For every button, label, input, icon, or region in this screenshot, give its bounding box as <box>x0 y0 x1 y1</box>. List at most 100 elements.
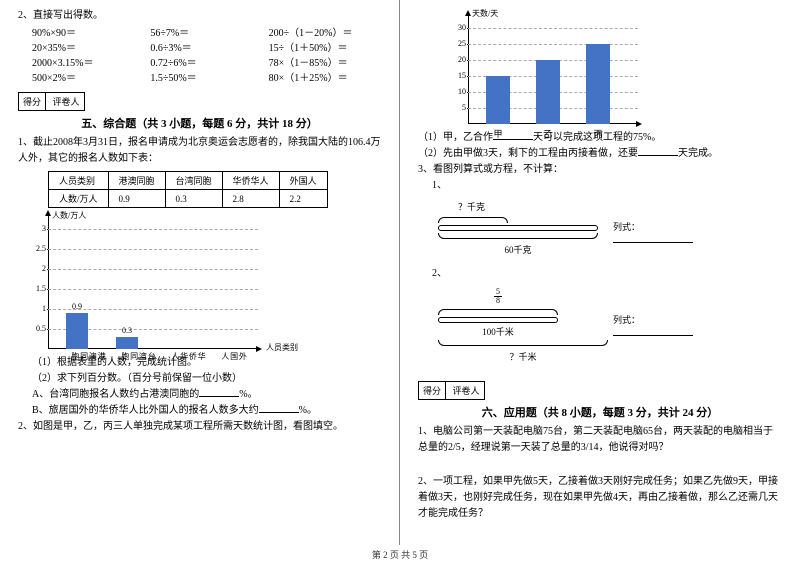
y-tick: 0.5 <box>28 324 46 333</box>
y-tick: 2 <box>28 264 46 273</box>
y-tick: 10 <box>448 87 466 96</box>
blank-field[interactable] <box>259 403 299 413</box>
table-header: 人员类别 <box>49 172 109 190</box>
bar <box>586 44 610 124</box>
days-bar-chart: 天数/天 51015202530甲乙丙 <box>468 14 638 124</box>
y-axis-label: 人数/万人 <box>52 210 86 221</box>
sub-qB: B、旅居国外的华侨华人比外国人的报名人数多大约 %。 <box>32 403 381 419</box>
arrow-right-icon <box>636 121 642 127</box>
right-column: 天数/天 51015202530甲乙丙 （1）甲，乙合作天可以完成这项工程的75… <box>400 0 800 545</box>
diag2-top-frac: 58 <box>438 288 558 305</box>
eq-cell: 0.72÷6%＝ <box>150 54 262 69</box>
sub-qB-end: %。 <box>299 405 317 416</box>
r-sub1-text: （1）甲，乙合作 <box>418 132 493 143</box>
eq-cell: 20×35%＝ <box>32 39 144 54</box>
eq-cell: 1.5÷50%＝ <box>150 69 262 84</box>
diag2-bottom-label: ？千米 <box>438 350 608 363</box>
x-category: 港澳同胞 <box>70 352 105 360</box>
diag1-top-label: ？千克 <box>438 200 638 213</box>
formula-label: 列式： <box>613 220 693 245</box>
brace-icon <box>438 233 598 241</box>
y-tick: 5 <box>448 103 466 112</box>
diagram-2: 58 列式： 100千米 ？千米 <box>438 288 638 363</box>
gridline <box>48 289 258 290</box>
table-header: 外国人 <box>279 172 327 190</box>
grader-label: 评卷人 <box>449 382 484 399</box>
brace-icon <box>438 340 608 348</box>
x-category: 甲 <box>486 127 510 140</box>
arrow-right-icon <box>256 346 262 352</box>
page-footer: 第 2 页 共 5 页 <box>0 548 800 561</box>
q1-text: 1、截止2008年3月31日，报名申请成为北京奥运会志愿者的，除我国大陆的106… <box>18 135 381 167</box>
sub-qA-text: A、台湾同胞报名人数约占港澳同胞的 <box>32 389 199 400</box>
q3-title: 3、看图列算式或方程，不计算： <box>418 162 782 178</box>
eq-cell: 56÷7%＝ <box>150 24 262 39</box>
arrow-up-icon <box>45 210 51 216</box>
table-header: 港澳同胞 <box>108 172 165 190</box>
table-cell: 2.2 <box>279 190 327 208</box>
diag1-num: 1、 <box>432 178 782 194</box>
score-box: 得分 评卷人 <box>18 92 85 111</box>
sub-qA: A、台湾同胞报名人数约占港澳同胞的 %。 <box>32 387 381 403</box>
brace-icon <box>438 215 508 223</box>
y-tick: 20 <box>448 55 466 64</box>
eq-cell: 2000×3.15%＝ <box>32 54 144 69</box>
diagram-1: ？千克 列式： 60千克 <box>438 200 638 256</box>
y-tick: 30 <box>448 23 466 32</box>
eq-cell: 200÷（1－20%）＝ <box>269 24 381 39</box>
gridline <box>468 44 638 45</box>
app-q1: 1、电脑公司第一天装配电脑75台，第二天装配电脑65台，两天装配的电脑相当于总量… <box>418 424 782 456</box>
segment-bar <box>438 317 558 323</box>
y-tick: 15 <box>448 71 466 80</box>
app-q2: 2、一项工程，如果甲先做5天，乙接着做3天刚好完成任务；如果乙先做9天，甲接着做… <box>418 474 782 522</box>
gridline <box>48 269 258 270</box>
eq-cell: 90%×90＝ <box>32 24 144 39</box>
blank-field[interactable] <box>638 146 678 156</box>
segment-bar <box>438 225 598 231</box>
diag1-bottom-label: 60千克 <box>438 243 598 256</box>
score-box: 得分 评卷人 <box>418 381 485 400</box>
q2-chart-text: 2、如图是甲，乙，丙三人单独完成某项工程所需天数统计图，看图填空。 <box>18 419 381 435</box>
bar <box>66 313 88 349</box>
sub-q2: （2）求下列百分数。（百分号前保留一位小数） <box>32 371 381 387</box>
y-tick: 1 <box>28 304 46 313</box>
sub-qA-end: %。 <box>239 389 257 400</box>
formula-label: 列式： <box>613 313 693 338</box>
y-tick: 25 <box>448 39 466 48</box>
table-header: 台湾同胞 <box>165 172 222 190</box>
table-cell: 0.9 <box>108 190 165 208</box>
sub-qB-text: B、旅居国外的华侨华人比外国人的报名人数多大约 <box>32 405 259 416</box>
eq-cell: 78×（1－85%）＝ <box>269 54 381 69</box>
r-sub2: （2）先由甲做3天，剩下的工程由丙接着做，还要天完成。 <box>418 146 782 162</box>
table-cell: 2.8 <box>222 190 279 208</box>
eq-cell: 80×（1＋25%）＝ <box>269 69 381 84</box>
gridline <box>48 229 258 230</box>
brace-icon <box>438 307 558 315</box>
x-category: 华侨华人 <box>170 352 205 360</box>
left-column: 2、直接写出得数。 90%×90＝ 56÷7%＝ 200÷（1－20%）＝ 20… <box>0 0 400 545</box>
table-header: 华侨华人 <box>222 172 279 190</box>
bar <box>536 60 560 124</box>
fraction: 58 <box>494 288 502 305</box>
volunteer-table: 人员类别 港澳同胞 台湾同胞 华侨华人 外国人 人数/万人 0.9 0.3 2.… <box>48 171 328 208</box>
blank-field[interactable] <box>613 326 693 336</box>
x-category: 乙 <box>536 127 560 140</box>
blank-field[interactable] <box>199 387 239 397</box>
eq-cell: 15÷（1＋50%）＝ <box>269 39 381 54</box>
q2-title: 2、直接写出得数。 <box>18 8 381 24</box>
score-label: 得分 <box>19 93 46 110</box>
score-label: 得分 <box>419 382 446 399</box>
eq-cell: 0.6÷3%＝ <box>150 39 262 54</box>
blank-field[interactable] <box>613 233 693 243</box>
bar <box>116 337 138 349</box>
gridline <box>48 249 258 250</box>
bar-label: 0.9 <box>64 302 90 311</box>
diag2-num: 2、 <box>432 266 782 282</box>
equations-block: 90%×90＝ 56÷7%＝ 200÷（1－20%）＝ 20×35%＝ 0.6÷… <box>32 24 381 84</box>
bar-label: 0.3 <box>114 326 140 335</box>
section6-title: 六、应用题（共 8 小题，每题 3 分，共计 24 分） <box>418 404 782 420</box>
arrow-up-icon <box>465 10 471 16</box>
eq-cell: 500×2%＝ <box>32 69 144 84</box>
table-row: 人员类别 港澳同胞 台湾同胞 华侨华人 外国人 <box>49 172 328 190</box>
table-row: 人数/万人 0.9 0.3 2.8 2.2 <box>49 190 328 208</box>
